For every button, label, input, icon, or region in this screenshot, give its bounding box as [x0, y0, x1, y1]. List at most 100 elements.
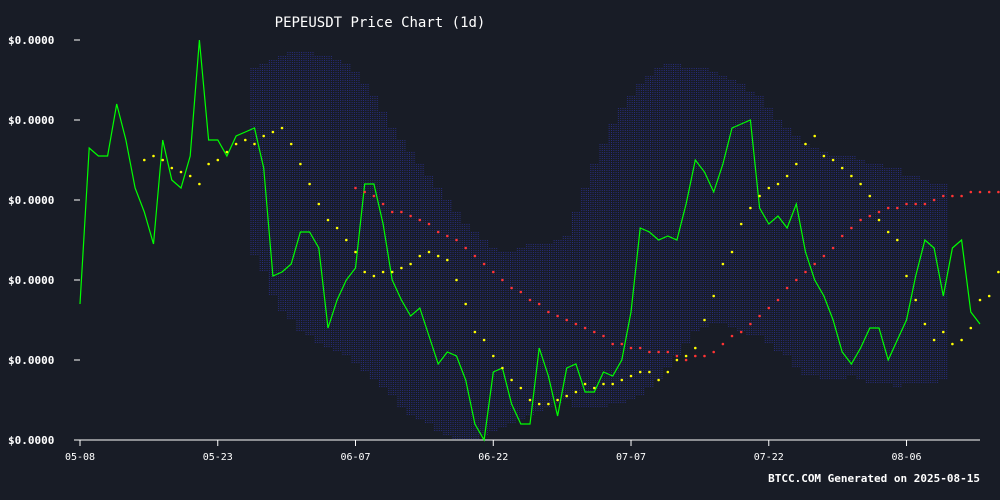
short-ma-point — [776, 182, 780, 186]
long-ma-point — [436, 230, 440, 234]
long-ma-point — [446, 234, 449, 238]
short-ma-point — [620, 378, 624, 382]
long-ma-point — [804, 270, 807, 274]
short-ma-point — [308, 182, 311, 186]
short-ma-point — [547, 402, 550, 406]
x-tick-label: 07-22 — [754, 452, 784, 463]
short-ma-point — [942, 330, 945, 334]
long-ma-point — [354, 186, 357, 190]
short-ma-point — [758, 194, 761, 198]
long-ma-point — [703, 354, 706, 358]
long-ma-point — [831, 246, 835, 250]
long-ma-point — [611, 342, 614, 346]
short-ma-point — [638, 370, 642, 374]
short-ma-point — [234, 142, 238, 146]
long-ma-point — [721, 342, 725, 346]
x-ticks: 05-08 05-23 06-07 06-22 07-07 07-22 08-06 — [65, 440, 922, 463]
long-ma-point — [409, 214, 412, 218]
short-ma-point — [730, 250, 734, 254]
long-ma-point — [840, 234, 844, 238]
short-ma-point — [188, 174, 192, 178]
short-ma-point — [143, 158, 146, 162]
short-ma-point — [161, 158, 164, 162]
short-ma-point — [886, 230, 890, 234]
y-tick-label: $0.0000 — [8, 114, 54, 127]
long-ma-point — [363, 190, 367, 194]
long-ma-point — [795, 278, 798, 282]
long-ma-point — [583, 326, 587, 330]
short-ma-point — [253, 142, 256, 146]
short-ma-point — [905, 274, 908, 278]
short-ma-point — [987, 294, 991, 298]
short-ma-point — [675, 358, 679, 362]
chart-title: PEPEUSDT Price Chart (1d) — [275, 15, 486, 31]
long-ma-point — [381, 202, 385, 206]
long-ma-point — [537, 302, 541, 306]
short-ma-point — [721, 262, 725, 266]
long-ma-point — [822, 254, 826, 258]
short-ma-point — [473, 330, 477, 334]
series-layer — [79, 39, 1000, 442]
long-ma-point — [997, 190, 1000, 194]
x-tick-label: 08-06 — [891, 452, 921, 463]
short-ma-point — [822, 154, 826, 158]
short-ma-point — [335, 226, 339, 230]
long-ma-point — [684, 358, 688, 362]
short-ma-point — [482, 338, 486, 342]
short-ma-point — [804, 142, 807, 146]
long-ma-point — [868, 214, 872, 218]
short-ma-point — [409, 262, 412, 266]
long-ma-point — [455, 238, 458, 242]
footer-credit: BTCC.COM Generated on 2025-08-15 — [768, 472, 980, 485]
short-ma-point — [317, 202, 321, 206]
long-ma-point — [859, 218, 862, 222]
short-ma-point — [831, 158, 835, 162]
short-ma-point — [767, 186, 771, 190]
long-ma-point — [501, 278, 504, 282]
long-ma-point — [923, 202, 927, 206]
long-ma-point — [896, 206, 899, 210]
short-ma-point — [262, 134, 266, 138]
long-ma-point — [767, 306, 771, 310]
short-ma-point — [152, 154, 155, 158]
y-tick-label: $0.0000 — [8, 354, 54, 367]
long-ma-point — [648, 350, 651, 354]
long-ma-point — [978, 190, 982, 194]
short-ma-point — [427, 250, 431, 254]
long-ma-point — [987, 190, 991, 194]
long-ma-point — [492, 270, 495, 274]
short-ma-point — [225, 150, 229, 154]
short-ma-point — [216, 158, 220, 162]
x-tick-label: 05-23 — [203, 452, 233, 463]
long-ma-point — [510, 286, 513, 290]
short-ma-point — [207, 162, 210, 166]
short-ma-point — [556, 398, 559, 402]
short-ma-point — [795, 162, 798, 166]
short-ma-point — [997, 270, 1000, 274]
short-ma-point — [565, 394, 568, 398]
long-ma-point — [657, 350, 660, 354]
short-ma-point — [299, 162, 302, 166]
long-ma-point — [905, 202, 908, 206]
long-ma-point — [418, 218, 422, 222]
long-ma-point — [482, 262, 486, 266]
short-ma-point — [446, 258, 449, 262]
long-ma-point — [565, 318, 568, 322]
x-tick-label: 05-08 — [65, 452, 95, 463]
short-ma-point — [537, 402, 541, 406]
price-line — [79, 39, 981, 442]
long-ma-point — [850, 226, 853, 230]
short-ma-point — [574, 390, 578, 394]
short-ma-point — [390, 270, 394, 274]
y-tick-label: $0.0000 — [8, 34, 54, 47]
y-tick-label: $0.0000 — [8, 274, 54, 287]
short-ma-point — [289, 142, 293, 146]
short-ma-point — [179, 170, 183, 174]
short-ma-point — [813, 134, 816, 138]
long-ma-point — [464, 246, 468, 250]
short-ma-point — [602, 382, 605, 386]
short-ma-point — [501, 366, 504, 370]
short-ma-point — [464, 302, 468, 306]
short-ma-point — [859, 182, 862, 186]
